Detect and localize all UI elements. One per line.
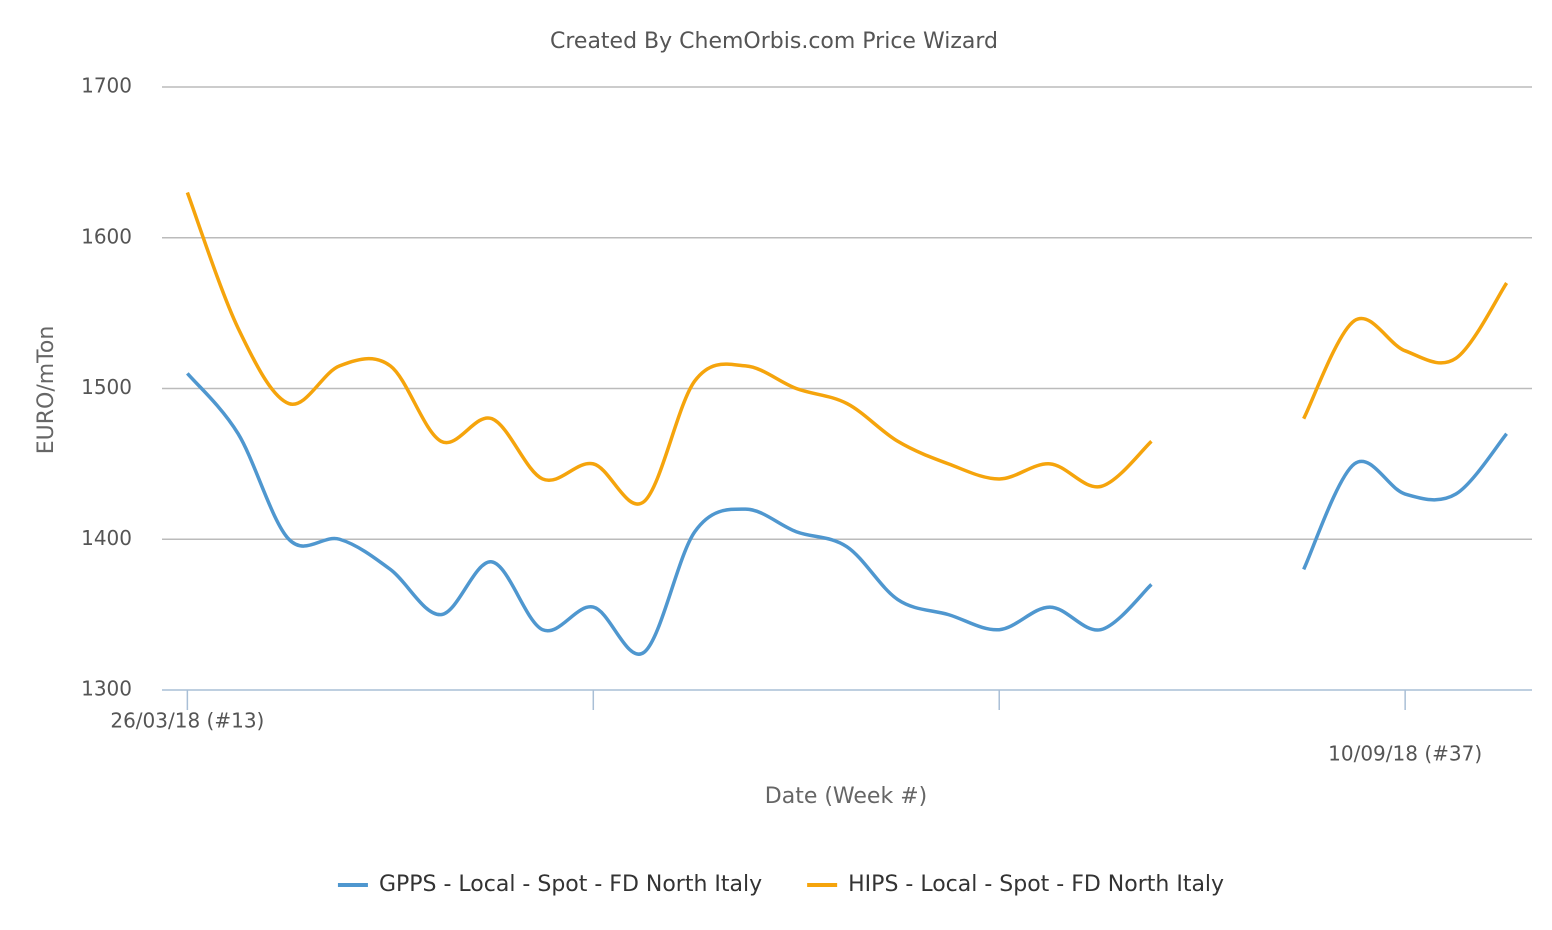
legend: GPPS - Local - Spot - FD North Italy HIPS… [337, 872, 1224, 897]
x-tick-label: 26/03/18 (#13) [110, 709, 264, 733]
y-tick-label: 1400 [81, 526, 132, 550]
y-tick-label: 1300 [81, 677, 132, 701]
y-tick-label: 1600 [81, 224, 132, 248]
legend-label: HIPS - Local - Spot - FD North Italy [848, 872, 1224, 897]
y-axis-label: EURO/mTon [34, 326, 59, 455]
legend-label: GPPS - Local - Spot - FD North Italy [379, 872, 762, 897]
series-line [185, 191, 1509, 506]
series-line [186, 372, 1508, 656]
x-axis-label: Date (Week #) [765, 784, 927, 809]
y-tick-label: 1500 [81, 375, 132, 399]
y-tick-label: 1700 [81, 74, 132, 98]
chart-title: Created By ChemOrbis.com Price Wizard [550, 29, 998, 54]
x-tick-label: 10/09/18 (#37) [1328, 742, 1482, 766]
